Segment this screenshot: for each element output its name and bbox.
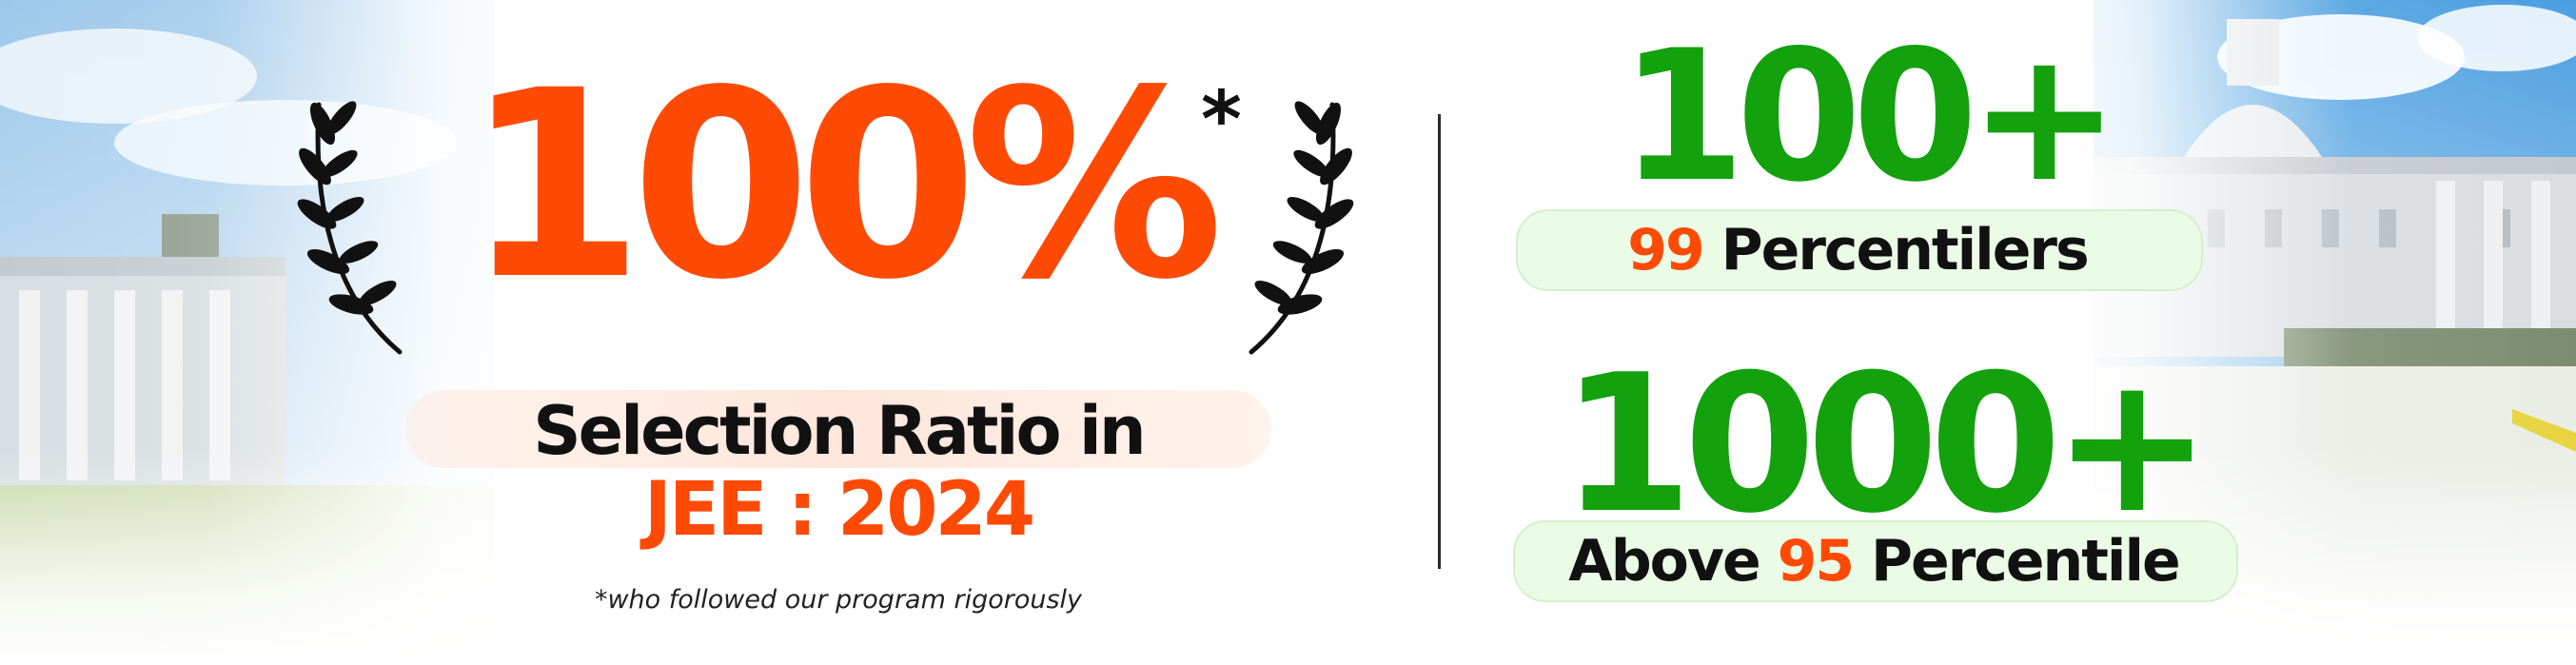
above-95-count: 1000+ bbox=[1561, 334, 2212, 556]
above-95-pill bbox=[1513, 520, 2238, 602]
percentilers-pill bbox=[1516, 209, 2203, 291]
percentilers-text: Percentilers bbox=[1721, 217, 2090, 284]
selection-ratio-pill bbox=[405, 390, 1271, 468]
percent-asterisk: * bbox=[1201, 75, 1242, 166]
above-95-label: Above 95 Percentile bbox=[1513, 522, 2234, 600]
above-prefix-text: Above bbox=[1568, 528, 1760, 595]
disclaimer-footnote: *who followed our program rigorously bbox=[594, 585, 1083, 615]
vertical-divider bbox=[1438, 114, 1441, 569]
percentile-value-99: 99 bbox=[1627, 217, 1704, 284]
exam-year-label: JEE : 2024 bbox=[643, 467, 1035, 553]
percentilers-label: 99 Percentilers bbox=[1516, 211, 2199, 289]
percentilers-count: 100+ bbox=[1620, 11, 2120, 222]
selection-ratio-label: Selection Ratio in bbox=[533, 392, 1147, 470]
percentile-text: Percentile bbox=[1870, 528, 2181, 595]
laurel-wreath-right-icon bbox=[1249, 101, 1354, 355]
laurel-wreath-left-icon bbox=[297, 101, 403, 355]
selection-ratio-percent: 100% bbox=[463, 36, 1224, 337]
percentile-value-95: 95 bbox=[1777, 528, 1855, 595]
